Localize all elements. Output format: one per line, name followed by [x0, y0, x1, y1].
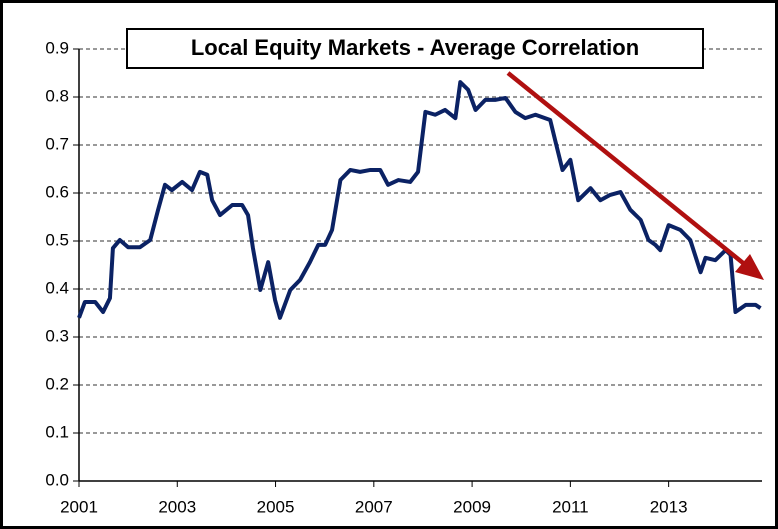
chart-title: Local Equity Markets - Average Correlati… [191, 35, 639, 60]
x-tick-label: 2005 [257, 497, 295, 516]
y-tick-label: 0.6 [45, 182, 69, 201]
plot [77, 80, 762, 320]
y-tick-label: 0.8 [45, 86, 69, 105]
x-tick-label: 2001 [60, 497, 98, 516]
title-box [126, 28, 704, 69]
y-tick-label: 0.5 [45, 230, 69, 249]
x-tick-label: 2003 [158, 497, 196, 516]
x-tick-label: 2011 [552, 497, 589, 516]
trend-arrow [506, 71, 750, 269]
y-tick-label: 0.9 [45, 38, 69, 57]
y-tick-label: 0.7 [45, 134, 69, 153]
grid: 0.0 0.1 0.2 0.3 0.4 0.5 0.6 0.7 0.8 0.9 2001 2003 20… [45, 38, 762, 516]
arrow-head [735, 254, 764, 280]
y-tick-label: 0.1 [45, 422, 69, 441]
data-line [77, 80, 762, 320]
y-tick-label: 0.4 [45, 278, 69, 297]
x-tick-label: 2007 [355, 497, 393, 516]
x-tick-label: 2013 [650, 497, 688, 516]
y-tick-label: 0.3 [45, 326, 69, 345]
y-tick-label: 0.0 [45, 470, 69, 489]
x-tick-label: 2009 [453, 497, 491, 516]
y-tick-label: 0.2 [45, 374, 69, 393]
